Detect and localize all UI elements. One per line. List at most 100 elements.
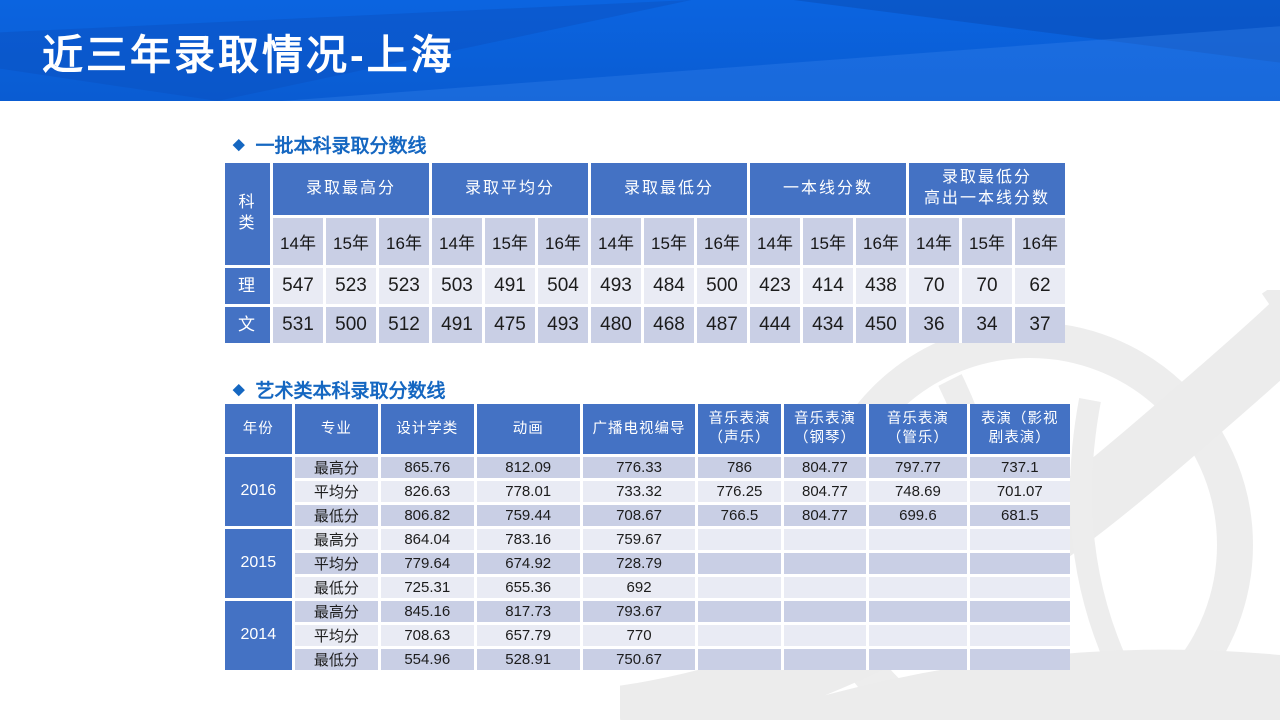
table-cell	[783, 625, 867, 646]
table-cell: 655.36	[476, 577, 580, 598]
table-cell: 547	[273, 268, 323, 304]
table-cell	[869, 649, 967, 670]
table-cell: 804.77	[783, 481, 867, 502]
table-cell: 523	[379, 268, 429, 304]
year-block-2016: 2016	[225, 457, 292, 526]
table-cell: 512	[379, 307, 429, 343]
diamond-bullet-icon: ◆	[233, 381, 245, 398]
year-header: 14年	[273, 218, 323, 265]
table-cell: 692	[582, 577, 696, 598]
table-cell: 554.96	[381, 649, 474, 670]
table-cell: 750.67	[582, 649, 696, 670]
table-cell: 701.07	[969, 481, 1070, 502]
table-cell: 864.04	[381, 529, 474, 550]
table-cell	[698, 577, 781, 598]
table-cell: 493	[538, 307, 588, 343]
table-cell: 766.5	[698, 505, 781, 526]
table-cell: 797.77	[869, 457, 967, 478]
year-block-2015: 2015	[225, 529, 292, 598]
table-cell: 776.33	[582, 457, 696, 478]
col-header-vocal: 音乐表演 （声乐）	[698, 404, 781, 454]
table-cell: 493	[591, 268, 641, 304]
table-cell: 444	[750, 307, 800, 343]
col-header-drama: 表演（影视 剧表演）	[969, 404, 1070, 454]
table-cell: 770	[582, 625, 696, 646]
year-header: 16年	[1015, 218, 1065, 265]
table-cell: 759.44	[476, 505, 580, 526]
col-header-design: 设计学类	[381, 404, 474, 454]
table-cell: 804.77	[783, 457, 867, 478]
art-score-table: 年份 专业 设计学类 动画 广播电视编导 音乐表演 （声乐） 音乐表演 （钢琴）…	[225, 404, 1070, 670]
table-cell: 500	[326, 307, 376, 343]
table-cell: 414	[803, 268, 853, 304]
table-cell: 778.01	[476, 481, 580, 502]
group-header-avg: 录取平均分	[432, 163, 588, 215]
year-header: 14年	[750, 218, 800, 265]
table-cell: 793.67	[582, 601, 696, 622]
row-label: 最低分	[294, 577, 379, 598]
year-header: 16年	[697, 218, 747, 265]
table-cell: 504	[538, 268, 588, 304]
table-cell: 776.25	[698, 481, 781, 502]
group-header-tier1-line: 一本线分数	[750, 163, 906, 215]
table-cell: 500	[697, 268, 747, 304]
table-cell	[869, 577, 967, 598]
table-cell: 786	[698, 457, 781, 478]
table-cell: 812.09	[476, 457, 580, 478]
table-cell: 804.77	[783, 505, 867, 526]
table-cell: 806.82	[381, 505, 474, 526]
year-header: 14年	[591, 218, 641, 265]
group-header-max: 录取最高分	[273, 163, 429, 215]
col-header-broadcast: 广播电视编导	[582, 404, 696, 454]
table-cell: 759.67	[582, 529, 696, 550]
row-label: 平均分	[294, 553, 379, 574]
table-cell: 657.79	[476, 625, 580, 646]
table-cell: 737.1	[969, 457, 1070, 478]
section-title-art: ◆ 艺术类本科录取分数线	[233, 376, 446, 403]
year-header: 14年	[432, 218, 482, 265]
table-cell: 491	[432, 307, 482, 343]
table-cell	[869, 553, 967, 574]
year-header: 15年	[644, 218, 694, 265]
table-cell	[698, 601, 781, 622]
row-label: 平均分	[294, 625, 379, 646]
table-cell: 70	[962, 268, 1012, 304]
table-cell: 480	[591, 307, 641, 343]
table-cell	[869, 625, 967, 646]
row-label: 平均分	[294, 481, 379, 502]
table-cell	[783, 601, 867, 622]
title-banner: 近三年录取情况-上海	[0, 0, 1280, 101]
row-label-science: 理	[225, 268, 270, 304]
col-header-major: 专业	[294, 404, 379, 454]
table-cell: 491	[485, 268, 535, 304]
year-header: 15年	[962, 218, 1012, 265]
table-cell: 865.76	[381, 457, 474, 478]
table-cell: 708.63	[381, 625, 474, 646]
table-cell: 487	[697, 307, 747, 343]
table-cell: 681.5	[969, 505, 1070, 526]
col-header-piano: 音乐表演 （钢琴）	[783, 404, 867, 454]
row-label-arts: 文	[225, 307, 270, 343]
table-cell: 450	[856, 307, 906, 343]
table-cell	[869, 529, 967, 550]
table-cell: 503	[432, 268, 482, 304]
table-cell: 62	[1015, 268, 1065, 304]
table-cell: 528.91	[476, 649, 580, 670]
table-cell: 674.92	[476, 553, 580, 574]
year-header: 16年	[856, 218, 906, 265]
row-label: 最低分	[294, 649, 379, 670]
table-cell: 779.64	[381, 553, 474, 574]
table-cell: 70	[909, 268, 959, 304]
table-cell	[783, 529, 867, 550]
section-title-text: 艺术类本科录取分数线	[255, 381, 446, 402]
corner-header-category: 科 类	[225, 163, 270, 265]
first-batch-score-table: 科 类 录取最高分 录取平均分 录取最低分 一本线分数 录取最低分 高出一本线分…	[225, 163, 1065, 343]
table-cell	[969, 649, 1070, 670]
table-cell	[783, 553, 867, 574]
table-cell	[698, 649, 781, 670]
col-header-wind: 音乐表演 （管乐）	[869, 404, 967, 454]
diamond-bullet-icon: ◆	[233, 136, 245, 153]
col-header-year: 年份	[225, 404, 292, 454]
table-cell: 434	[803, 307, 853, 343]
